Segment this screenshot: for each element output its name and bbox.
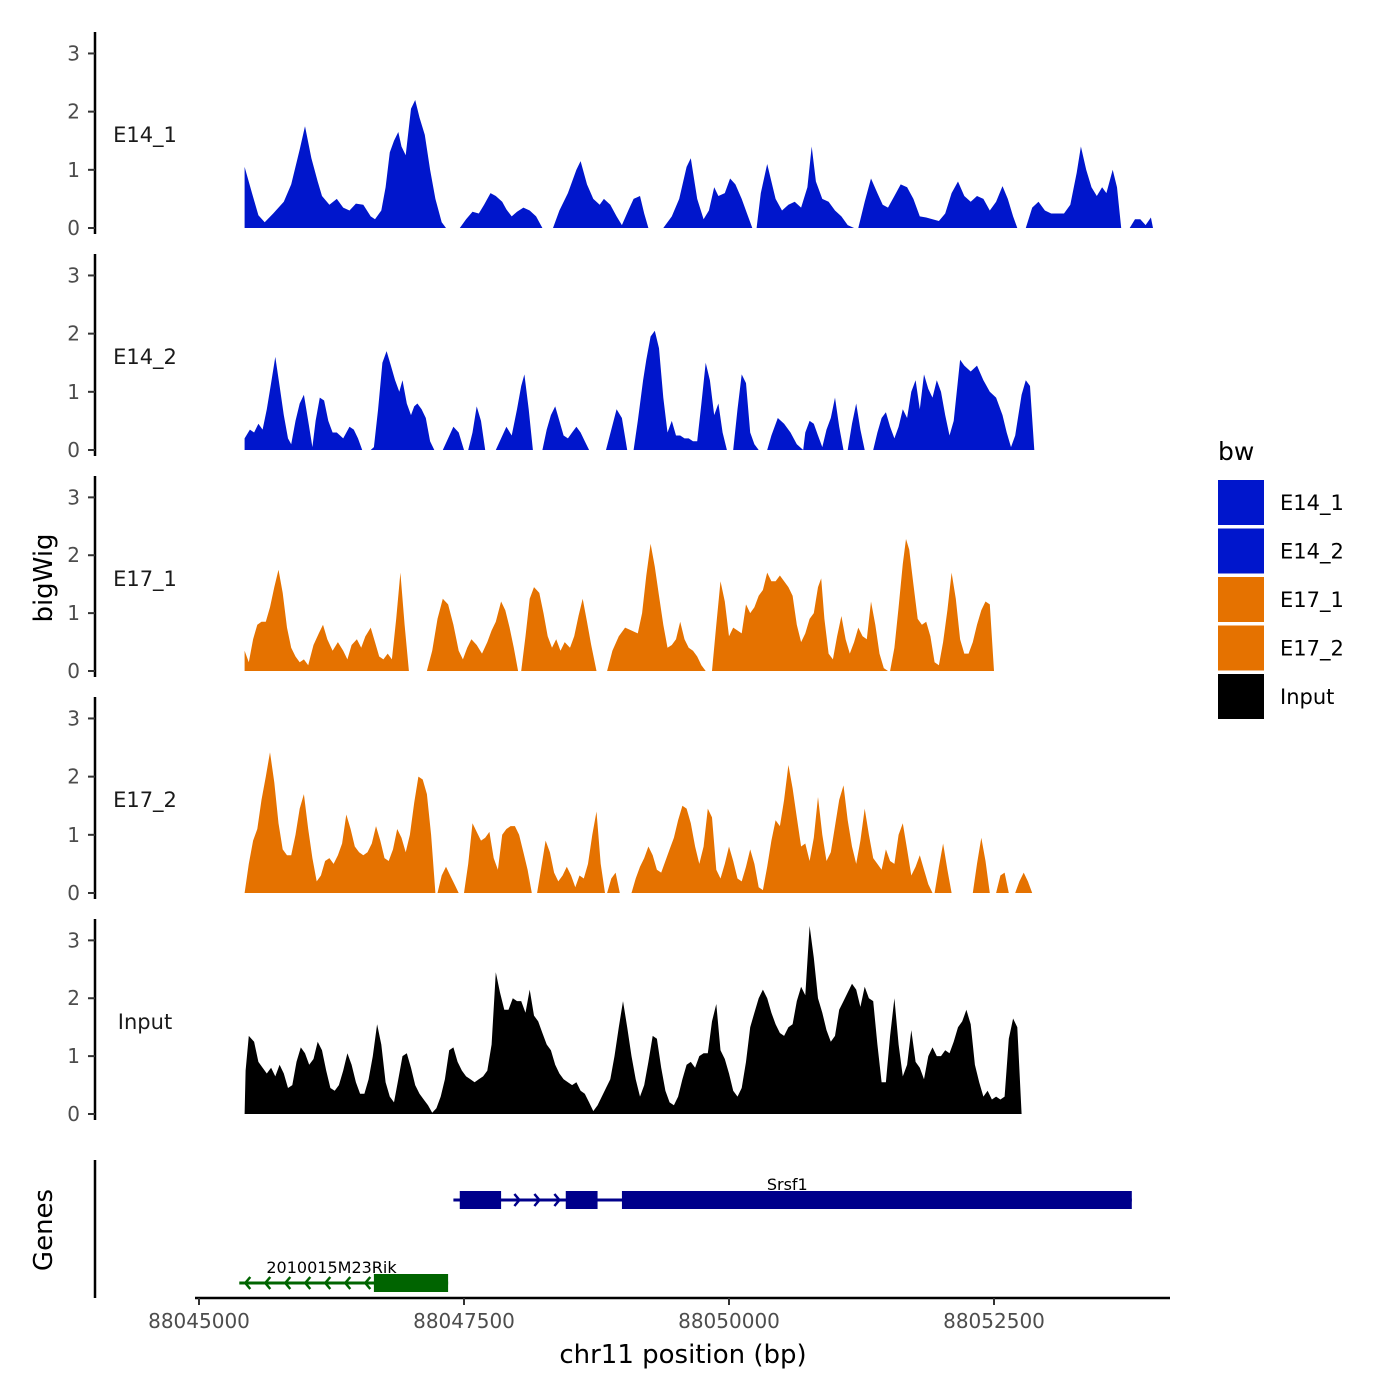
legend-entry-e14-2: E14_2 [1218,528,1344,574]
y-tick-label: 2 [67,543,80,567]
y-tick-label: 0 [67,881,80,905]
y-tick-label: 1 [67,380,80,404]
gene-srsf1: Srsf1 [453,1175,1132,1209]
gene-label: Srsf1 [767,1175,808,1194]
gene-exon [621,1191,1132,1209]
gene-label: 2010015M23Rik [266,1258,397,1277]
track-label: E17_2 [113,788,177,813]
genes-axis-title: Genes [29,1189,59,1271]
legend-entry-e17-1: E17_1 [1218,577,1344,622]
signal-area-e17-1 [244,539,995,671]
strand-arrow [553,1193,562,1207]
x-axis: 88045000 88047500 88050000 88052500 [148,1296,1170,1333]
y-tick-label: 1 [67,1044,80,1068]
y-tick-label: 3 [67,263,80,287]
signal-area-e14-1 [244,100,1154,228]
legend-label: E17_1 [1280,588,1344,613]
track-label: E14_1 [113,123,177,148]
gene-exon [373,1274,449,1292]
legend: bw E14_1 E14_2 E17_1 E17_2 Input [1218,437,1344,719]
y-axis-title: bigWig [29,533,59,622]
y-tick-label: 2 [67,765,80,789]
y-tick-label: 2 [67,100,80,124]
track-panel-e17-1: 0 1 2 3 E17_1 [67,476,995,683]
y-tick-label: 1 [67,158,80,182]
signal-area-e14-2 [244,330,1048,450]
y-tick-label: 2 [67,322,80,346]
strand-arrow [303,1276,312,1290]
legend-swatch [1218,577,1264,622]
strand-arrow [283,1276,292,1290]
legend-label: E17_2 [1280,637,1344,662]
track-panel-e14-1: 0 1 2 3 E14_1 [67,32,1154,240]
y-tick-label: 3 [67,41,80,65]
gene-exon [459,1191,502,1209]
legend-label: E14_2 [1280,540,1344,565]
legend-label: Input [1280,685,1334,709]
legend-entry-e17-2: E17_2 [1218,625,1344,671]
strand-arrow [323,1276,332,1290]
gene-2010015m23rik: 2010015M23Rik [239,1258,449,1292]
legend-swatch [1218,480,1264,525]
x-tick-label: 88050000 [678,1309,780,1333]
y-tick-label: 1 [67,601,80,625]
strand-arrow [513,1193,522,1207]
strand-arrow [243,1276,252,1290]
y-tick-label: 3 [67,485,80,509]
strand-arrow [363,1276,372,1290]
track-panel-input: 0 1 2 3 Input [67,919,1022,1126]
strand-arrow [533,1193,542,1207]
legend-entry-input: Input [1218,674,1334,719]
track-label: E17_1 [113,567,177,592]
legend-swatch [1218,625,1264,671]
strand-arrow [263,1276,272,1290]
y-tick-label: 3 [67,706,80,730]
legend-label: E14_1 [1280,491,1344,516]
gene-track: Srsf1 2010015M23Rik [93,1160,1132,1298]
x-tick-label: 88047500 [413,1309,515,1333]
track-label: E14_2 [113,345,177,370]
track-label: Input [118,1010,172,1034]
signal-area-input [244,925,1022,1114]
legend-title: bw [1218,437,1254,466]
y-tick-label: 0 [67,659,80,683]
legend-entry-e14-1: E14_1 [1218,480,1344,525]
x-axis-title: chr11 position (bp) [559,1340,806,1370]
y-tick-label: 0 [67,438,80,462]
y-tick-label: 0 [67,1102,80,1126]
y-tick-label: 3 [67,928,80,952]
legend-swatch [1218,528,1264,574]
strand-arrow [343,1276,352,1290]
track-panel-e17-2: 0 1 2 3 E17_2 [67,697,1048,905]
gene-exon [565,1191,598,1209]
x-tick-label: 88045000 [148,1309,250,1333]
signal-tracks: 0 1 2 3 E14_1 0 1 2 3 E14_2 0 1 2 3 E17_1 0 1 2 3 E17_2 0 1 2 3… [67,32,1154,1126]
y-tick-label: 0 [67,216,80,240]
legend-swatch [1218,674,1264,719]
signal-area-e17-2 [244,752,1048,893]
y-tick-label: 2 [67,986,80,1010]
x-tick-label: 88052500 [943,1309,1045,1333]
y-tick-label: 1 [67,823,80,847]
track-panel-e14-2: 0 1 2 3 E14_2 [67,254,1048,462]
